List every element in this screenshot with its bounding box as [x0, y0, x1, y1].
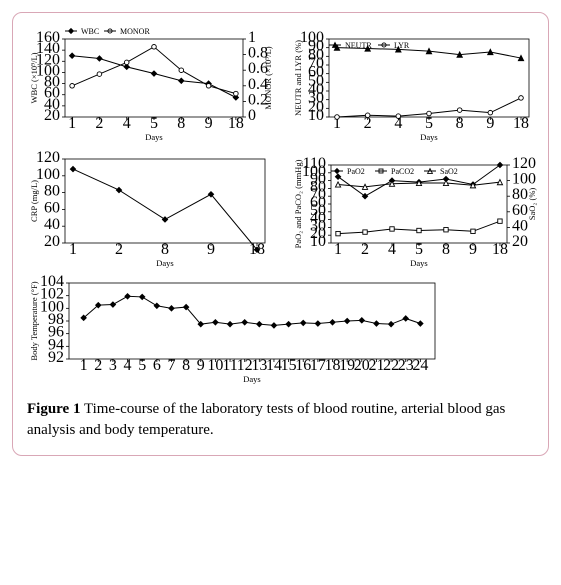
svg-text:60: 60: [44, 199, 60, 216]
svg-text:3: 3: [109, 357, 117, 374]
svg-text:5: 5: [150, 115, 158, 132]
svg-text:18: 18: [513, 115, 529, 132]
svg-text:CRP (mg/L): CRP (mg/L): [29, 180, 39, 222]
svg-text:120: 120: [512, 155, 536, 172]
svg-text:40: 40: [512, 217, 528, 234]
chart-body-temp: 9294969810010210412345678910111213141516…: [27, 275, 541, 385]
svg-text:20: 20: [512, 233, 528, 250]
svg-text:16: 16: [295, 357, 311, 374]
svg-text:12: 12: [237, 357, 253, 374]
svg-text:20: 20: [44, 233, 60, 250]
figure-card: 2040608010012014016000.20.40.60.81124589…: [12, 12, 549, 456]
svg-text:Body Temperature (°F): Body Temperature (°F): [29, 281, 39, 360]
svg-text:5: 5: [415, 241, 423, 258]
svg-text:MONOR (×10⁹/L): MONOR (×10⁹/L): [263, 46, 273, 109]
svg-text:PaO2: PaO2: [347, 167, 365, 176]
svg-text:19: 19: [339, 357, 355, 374]
svg-text:MONOR: MONOR: [120, 27, 150, 36]
svg-text:60: 60: [512, 202, 528, 219]
svg-text:110: 110: [303, 155, 326, 172]
svg-text:40: 40: [44, 216, 60, 233]
svg-text:Days: Days: [243, 374, 260, 384]
svg-text:8: 8: [182, 357, 190, 374]
svg-text:1: 1: [248, 29, 256, 46]
svg-text:160: 160: [36, 29, 60, 46]
svg-text:9: 9: [469, 241, 477, 258]
svg-text:18: 18: [492, 241, 508, 258]
svg-text:100: 100: [36, 166, 60, 183]
svg-text:14: 14: [266, 357, 282, 374]
svg-text:4: 4: [124, 357, 132, 374]
svg-text:4: 4: [123, 115, 131, 132]
svg-text:8: 8: [456, 115, 464, 132]
svg-text:SaO2: SaO2: [440, 167, 458, 176]
svg-text:8: 8: [442, 241, 450, 258]
svg-text:100: 100: [300, 29, 324, 46]
svg-text:Days: Days: [156, 258, 173, 268]
svg-text:Days: Days: [420, 132, 437, 142]
svg-text:15: 15: [281, 357, 297, 374]
svg-text:1: 1: [334, 241, 342, 258]
svg-text:0: 0: [248, 107, 256, 124]
svg-text:PaCO2: PaCO2: [391, 167, 414, 176]
svg-text:WBC (×10⁹/L): WBC (×10⁹/L): [29, 52, 39, 103]
svg-text:Days: Days: [410, 258, 427, 268]
svg-text:Days: Days: [145, 132, 162, 142]
svg-text:8: 8: [161, 241, 169, 258]
svg-text:21: 21: [368, 357, 384, 374]
svg-text:8: 8: [177, 115, 185, 132]
svg-text:100: 100: [512, 171, 536, 188]
chart-gas: 1020304050607080901001102040608010012012…: [291, 149, 541, 269]
svg-text:5: 5: [138, 357, 146, 374]
svg-text:2: 2: [115, 241, 123, 258]
svg-text:9: 9: [197, 357, 205, 374]
svg-text:PaO₂ and PaCO₂ (mmHg): PaO₂ and PaCO₂ (mmHg): [293, 159, 303, 248]
svg-text:2: 2: [361, 241, 369, 258]
svg-text:5: 5: [425, 115, 433, 132]
svg-text:120: 120: [36, 149, 60, 166]
chart-wbc-monor: 2040608010012014016000.20.40.60.81124589…: [27, 23, 277, 143]
svg-text:80: 80: [44, 183, 60, 200]
svg-text:4: 4: [388, 241, 396, 258]
chart-grid: 2040608010012014016000.20.40.60.81124589…: [27, 23, 534, 385]
svg-text:18: 18: [325, 357, 341, 374]
svg-text:6: 6: [153, 357, 161, 374]
svg-text:23: 23: [398, 357, 414, 374]
svg-text:80: 80: [512, 186, 528, 203]
svg-text:9: 9: [205, 115, 213, 132]
svg-text:18: 18: [228, 115, 244, 132]
svg-text:7: 7: [167, 357, 175, 374]
svg-text:NEUTR and LYR (%): NEUTR and LYR (%): [293, 40, 303, 116]
chart-crp: 20406080100120128918DaysCRP (mg/L): [27, 149, 277, 269]
svg-text:LYR: LYR: [394, 41, 410, 50]
figure-caption: Figure 1 Time-course of the laboratory t…: [27, 399, 534, 441]
svg-text:13: 13: [251, 357, 267, 374]
svg-text:WBC: WBC: [81, 27, 99, 36]
svg-text:10: 10: [207, 357, 223, 374]
caption-text: Time-course of the laboratory tests of b…: [27, 401, 505, 438]
svg-text:11: 11: [222, 357, 237, 374]
svg-text:1: 1: [69, 241, 77, 258]
svg-text:1: 1: [68, 115, 76, 132]
svg-text:20: 20: [354, 357, 370, 374]
svg-text:9: 9: [207, 241, 215, 258]
svg-text:SaO₂ (%): SaO₂ (%): [527, 188, 537, 221]
svg-text:2: 2: [94, 357, 102, 374]
svg-text:2: 2: [95, 115, 103, 132]
caption-label: Figure 1: [27, 401, 80, 417]
svg-text:1: 1: [80, 357, 88, 374]
svg-text:17: 17: [310, 357, 326, 374]
svg-text:22: 22: [383, 357, 399, 374]
svg-text:24: 24: [412, 357, 428, 374]
chart-neutr-lyr: 10203040506070809010012458918DaysNEUTR a…: [291, 23, 541, 143]
svg-text:9: 9: [486, 115, 494, 132]
svg-text:104: 104: [40, 275, 64, 290]
